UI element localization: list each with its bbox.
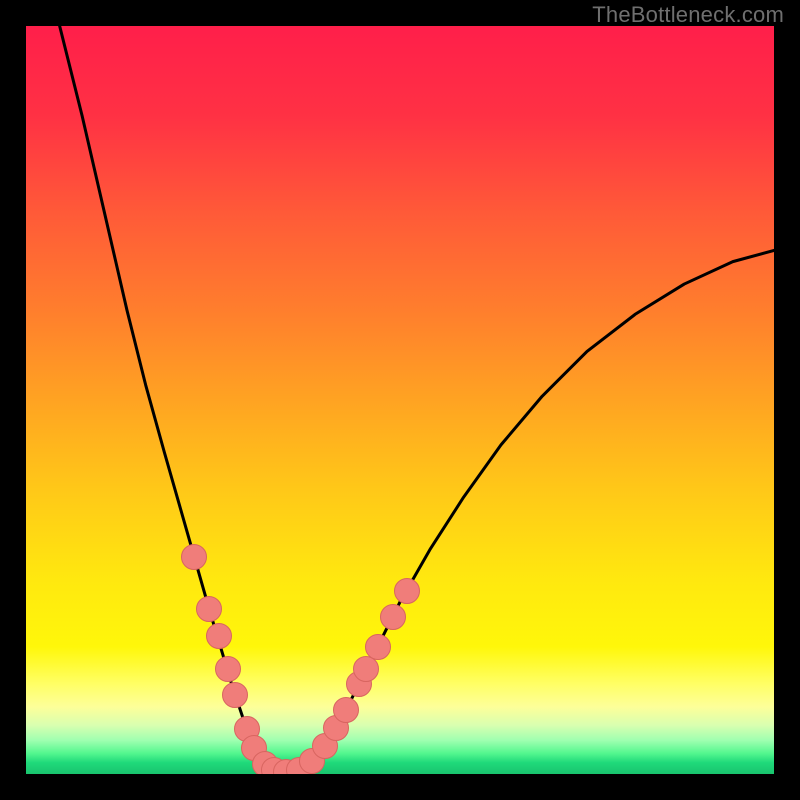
data-marker (222, 682, 248, 708)
data-marker (394, 578, 420, 604)
bottleneck-curve (60, 26, 774, 772)
data-marker (196, 596, 222, 622)
data-marker (215, 656, 241, 682)
watermark-text: TheBottleneck.com (592, 2, 784, 28)
data-marker (181, 544, 207, 570)
outer-frame: TheBottleneck.com (0, 0, 800, 800)
curve-svg (26, 26, 774, 774)
data-marker (353, 656, 379, 682)
plot-area (26, 26, 774, 774)
data-marker (365, 634, 391, 660)
data-marker (206, 623, 232, 649)
data-marker (333, 697, 359, 723)
data-marker (380, 604, 406, 630)
